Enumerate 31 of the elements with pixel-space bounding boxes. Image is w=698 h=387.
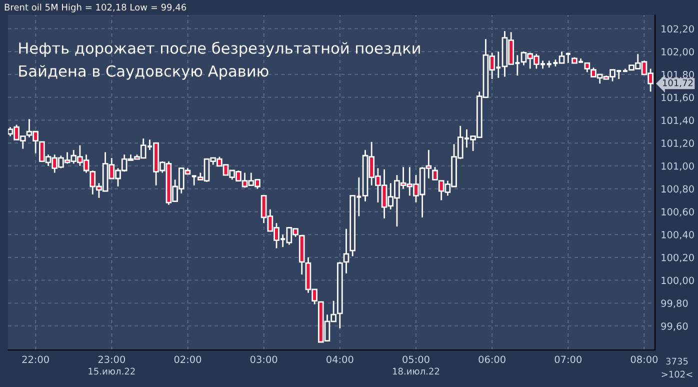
- text: 101,72: [662, 79, 693, 88]
- y-tick-label: 100,60: [662, 208, 694, 216]
- y-tick-label: 101,00: [662, 162, 694, 171]
- x-tick-label: 04:00: [326, 356, 354, 364]
- text: Нефть дорожает после безрезультатной поездки Байдена в Саудовскую Аравию: [19, 42, 420, 80]
- x-tick-label: 03:00: [250, 356, 278, 364]
- y-tick-label: 102,00: [662, 48, 694, 56]
- x-tick-label: 22:00: [22, 356, 49, 364]
- x-tick-label: 07:00: [554, 356, 582, 364]
- x-tick-label: 08:00: [630, 356, 658, 364]
- y-tick-label: 101,40: [662, 116, 694, 126]
- y-tick-label: 100,80: [662, 185, 694, 194]
- candlestick: [343, 228, 350, 274]
- x-tick-label: 05:00: [402, 356, 430, 364]
- y-tick-label: 101,20: [662, 140, 694, 148]
- x-tick-label: 06:00: [478, 356, 506, 364]
- text: 18.июл.22: [392, 368, 440, 375]
- text: 3735: [666, 358, 688, 365]
- y-tick-label: 99,60: [661, 322, 688, 331]
- text: 15.июл.22: [88, 368, 135, 375]
- x-tick-label: 02:00: [174, 356, 202, 364]
- y-tick-label: 100,20: [662, 254, 694, 262]
- y-tick-label: 101,80: [662, 70, 694, 80]
- chart-subtitle: Brent oil 5M High = 102,18 Low = 99,46: [4, 4, 186, 12]
- y-tick-label: 102,20: [662, 25, 694, 34]
- text: >102<: [662, 370, 692, 378]
- y-tick-label: 99,80: [661, 300, 688, 308]
- y-tick-label: 101,60: [662, 94, 694, 102]
- y-tick-label: 100,00: [662, 276, 694, 286]
- y-tick-label: 100,40: [662, 231, 694, 240]
- x-tick-label: 23:00: [98, 356, 126, 364]
